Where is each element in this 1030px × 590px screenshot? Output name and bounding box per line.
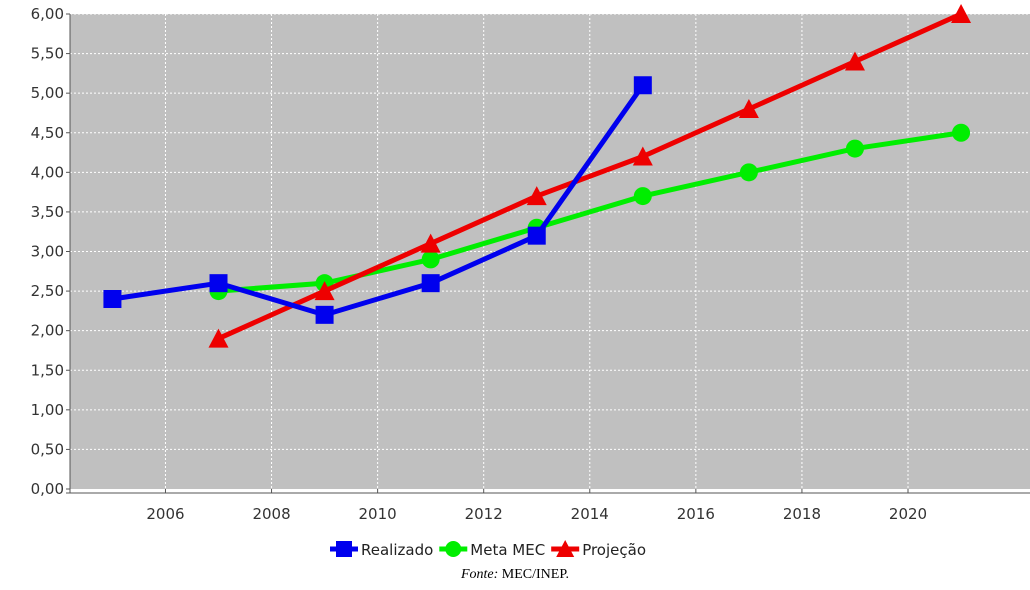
- legend-marker: [445, 541, 462, 557]
- x-tick-label: 2020: [889, 505, 927, 523]
- series-0: [103, 76, 652, 324]
- y-tick-label: 2,00: [31, 322, 64, 340]
- y-tick-label: 3,50: [31, 203, 64, 221]
- series-line: [217, 11, 963, 341]
- data-point: [421, 274, 440, 293]
- data-point: [633, 187, 652, 206]
- data-point: [315, 305, 334, 324]
- data-point: [420, 233, 441, 253]
- data-point: [314, 281, 335, 301]
- source-text: MEC/INEP.: [498, 567, 570, 582]
- y-tick-label: 0,00: [31, 480, 64, 498]
- x-tick-label: 2018: [783, 505, 821, 523]
- y-tick-label: 2,50: [31, 282, 64, 300]
- x-tick-label: 2010: [359, 505, 397, 523]
- y-tick-label: 4,00: [31, 163, 64, 181]
- data-point: [103, 290, 122, 308]
- axes: 0,00 0,50 1,00 1,50 2,00 2,50 3,00 3,50 4,00 4,50…: [31, 5, 1030, 523]
- series-2: [208, 4, 972, 348]
- data-point: [951, 4, 972, 23]
- y-tick-label: 6,00: [31, 5, 64, 23]
- data-point: [527, 226, 546, 245]
- series-line: [218, 130, 962, 294]
- data-point: [739, 163, 758, 182]
- legend-label: Projeção: [582, 541, 646, 559]
- data-point: [632, 146, 653, 166]
- y-tick-label: 3,00: [31, 243, 64, 261]
- data-point: [952, 123, 971, 142]
- x-tick-label: 2008: [252, 505, 290, 523]
- legend-label: Realizado: [361, 541, 433, 559]
- data-point: [845, 139, 864, 158]
- legend-marker: [556, 540, 575, 557]
- y-tick-label: 1,00: [31, 401, 64, 419]
- legend-marker: [336, 541, 352, 557]
- x-tick-label: 2016: [677, 505, 715, 523]
- x-tick-label: 2014: [571, 505, 609, 523]
- data-point: [526, 186, 547, 206]
- source-note: Fonte: MEC/INEP.: [0, 567, 1030, 583]
- legend-label: Meta MEC: [470, 541, 545, 559]
- x-tick-label: 2012: [465, 505, 503, 523]
- y-tick-label: 5,50: [31, 45, 64, 63]
- y-tick-label: 0,50: [31, 440, 64, 458]
- data-point: [208, 328, 229, 348]
- series-line: [112, 83, 645, 318]
- data-point: [844, 51, 865, 71]
- legend-item: Realizado: [330, 541, 433, 559]
- legend-item: Meta MEC: [439, 541, 545, 559]
- y-tick-label: 1,50: [31, 361, 64, 379]
- data-point: [738, 99, 759, 118]
- y-tick-label: 5,00: [31, 84, 64, 102]
- data-point: [421, 250, 440, 269]
- legend-item: Projeção: [551, 540, 646, 559]
- data-point: [633, 76, 652, 95]
- x-tick-label: 2006: [146, 505, 184, 523]
- source-prefix: Fonte:: [460, 567, 499, 582]
- data-point: [209, 274, 228, 293]
- y-tick-label: 4,50: [31, 124, 64, 142]
- series-layer: [103, 4, 972, 348]
- legend: Realizado Meta MEC Projeção: [330, 540, 646, 559]
